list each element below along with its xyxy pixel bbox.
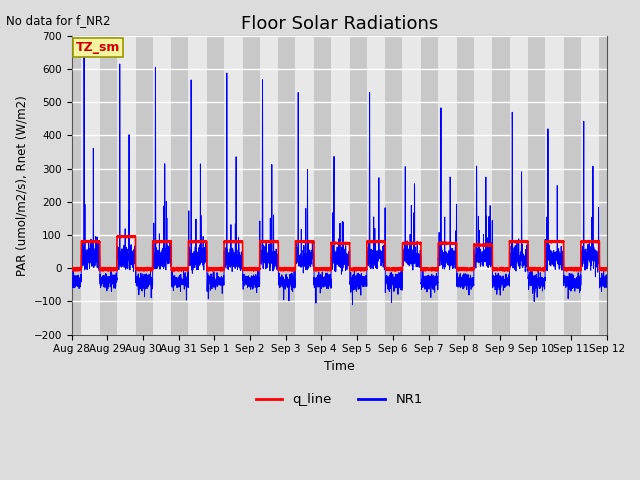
Bar: [457, 36, 464, 335]
Bar: [581, 36, 600, 335]
Bar: [528, 36, 536, 335]
Bar: [224, 36, 243, 335]
Bar: [438, 36, 457, 335]
Bar: [136, 36, 143, 335]
Bar: [367, 36, 385, 335]
Bar: [572, 36, 581, 335]
X-axis label: Time: Time: [324, 360, 355, 373]
Text: No data for f_NR2: No data for f_NR2: [6, 14, 111, 27]
Bar: [188, 36, 207, 335]
Bar: [500, 36, 509, 335]
Bar: [179, 36, 188, 335]
Bar: [214, 36, 224, 335]
Bar: [207, 36, 214, 335]
Bar: [81, 36, 100, 335]
Bar: [72, 36, 81, 335]
Bar: [403, 36, 421, 335]
Bar: [349, 36, 357, 335]
Bar: [108, 36, 117, 335]
Bar: [321, 36, 331, 335]
Bar: [250, 36, 260, 335]
Bar: [331, 36, 349, 335]
Bar: [278, 36, 286, 335]
Bar: [153, 36, 172, 335]
Bar: [100, 36, 108, 335]
Bar: [429, 36, 438, 335]
Bar: [545, 36, 564, 335]
Bar: [314, 36, 321, 335]
Bar: [385, 36, 393, 335]
Bar: [357, 36, 367, 335]
Text: TZ_sm: TZ_sm: [76, 41, 120, 54]
Bar: [143, 36, 153, 335]
Bar: [421, 36, 429, 335]
Bar: [492, 36, 500, 335]
Bar: [536, 36, 545, 335]
Bar: [260, 36, 278, 335]
Bar: [600, 36, 607, 335]
Title: Floor Solar Radiations: Floor Solar Radiations: [241, 15, 438, 33]
Bar: [243, 36, 250, 335]
Bar: [286, 36, 296, 335]
Bar: [393, 36, 403, 335]
Bar: [296, 36, 314, 335]
Bar: [509, 36, 528, 335]
Bar: [564, 36, 572, 335]
Bar: [172, 36, 179, 335]
Bar: [117, 36, 136, 335]
Legend: q_line, NR1: q_line, NR1: [250, 388, 428, 411]
Y-axis label: PAR (umol/m2/s), Rnet (W/m2): PAR (umol/m2/s), Rnet (W/m2): [15, 95, 28, 276]
Bar: [474, 36, 492, 335]
Bar: [464, 36, 474, 335]
